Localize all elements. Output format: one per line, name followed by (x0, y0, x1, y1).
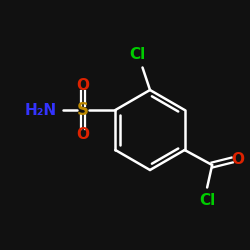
Text: O: O (231, 152, 244, 168)
Text: O: O (76, 78, 89, 93)
Text: O: O (76, 127, 89, 142)
Text: S: S (77, 101, 89, 119)
Text: Cl: Cl (129, 47, 146, 62)
Text: H₂N: H₂N (24, 102, 56, 118)
Text: Cl: Cl (199, 193, 215, 208)
